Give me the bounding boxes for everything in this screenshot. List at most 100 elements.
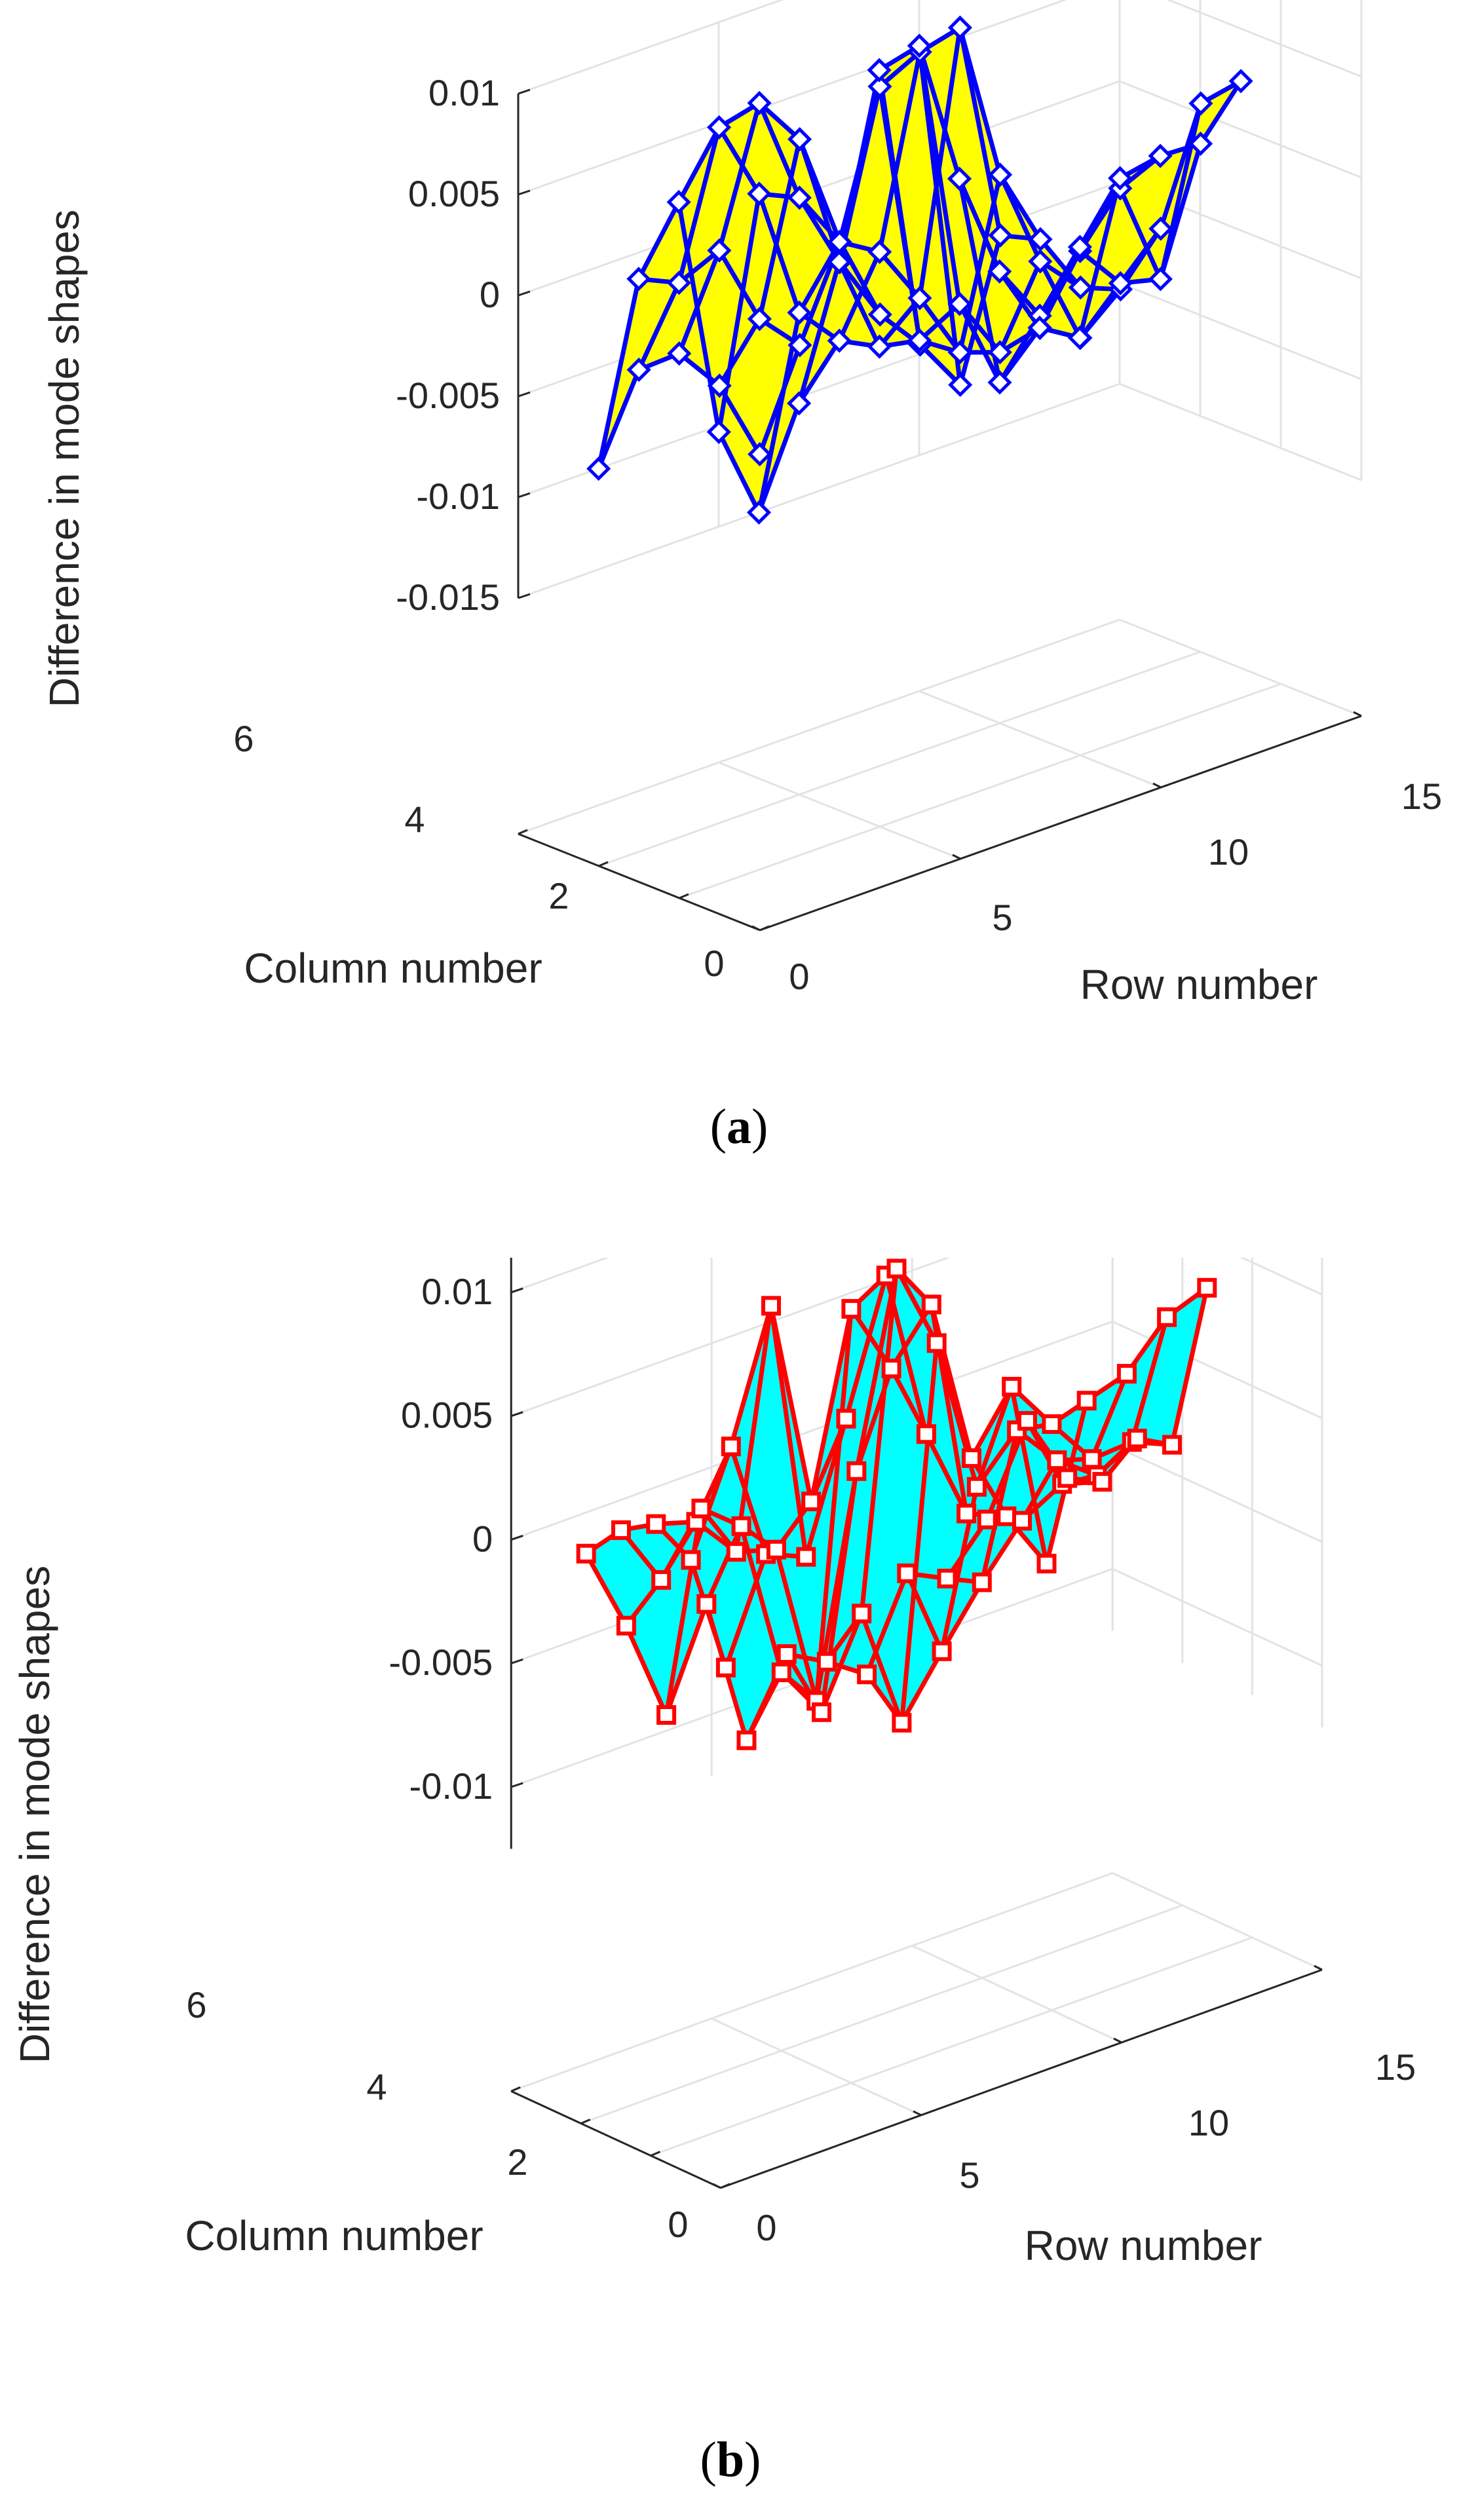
data-point	[867, 58, 892, 83]
subfigure-label: (b)	[700, 2432, 761, 2487]
y-axis-line	[759, 715, 1362, 931]
data-point	[932, 1641, 952, 1661]
y-axis-label: Row number	[1025, 2222, 1262, 2269]
y-tick-label: 5	[992, 897, 1012, 938]
y-tick-mark	[1353, 711, 1362, 717]
x-tick-mark	[650, 2151, 660, 2157]
z-tick-label: -0.005	[396, 375, 500, 416]
data-point	[706, 419, 731, 444]
data-point	[656, 1705, 677, 1725]
data-point	[715, 1657, 736, 1678]
z-tick-mark	[510, 1658, 523, 1664]
x-tick-mark	[679, 893, 689, 899]
data-point	[948, 372, 973, 397]
z-tick-label: -0.01	[409, 1765, 493, 1807]
data-point	[1067, 235, 1092, 259]
y-tick-mark	[1314, 1965, 1323, 1971]
x-tick-label: 4	[366, 2066, 387, 2107]
data-point	[1108, 271, 1133, 295]
y-tick-mark	[712, 2183, 721, 2189]
data-point	[771, 1662, 791, 1682]
y-tick-mark	[751, 925, 761, 931]
data-point	[1012, 1511, 1032, 1531]
data-point	[916, 1424, 936, 1444]
subfigure-letter: b	[717, 2432, 744, 2487]
data-point	[1108, 166, 1133, 191]
data-point	[666, 189, 691, 214]
data-point	[787, 333, 812, 358]
data-point	[907, 286, 932, 310]
data-point	[988, 223, 1013, 248]
data-point	[886, 1258, 907, 1279]
x-tick-mark	[580, 2118, 591, 2124]
z-axis-label: Difference in mode shapes	[11, 1566, 58, 2063]
data-point	[827, 328, 852, 353]
axes: 0.01 0.005 0 -0.005 -0.01 0 2 4 6 0 5 10 15	[186, 1258, 1416, 2248]
data-point	[957, 1503, 977, 1524]
data-point	[731, 1516, 751, 1536]
x-axis-label: Column number	[185, 2212, 483, 2259]
data-point	[747, 181, 772, 206]
y-tick-label: 15	[1401, 776, 1442, 817]
data-point	[1157, 1307, 1177, 1327]
y-tick-label: 15	[1375, 2046, 1416, 2088]
data-point	[586, 456, 611, 481]
data-point	[747, 90, 772, 115]
data-point	[987, 370, 1012, 395]
data-point	[897, 1563, 917, 1583]
data-point	[867, 302, 892, 327]
data-point	[681, 1550, 701, 1570]
data-point	[1027, 315, 1052, 340]
z-tick-label: 0.005	[401, 1395, 493, 1436]
data-point	[867, 334, 892, 359]
data-point	[707, 373, 732, 398]
data-point	[962, 1448, 981, 1468]
data-point	[787, 185, 812, 210]
z-tick-label: 0	[472, 1518, 493, 1559]
y-axis-line	[720, 1968, 1323, 2189]
data-point	[707, 115, 732, 140]
z-tick-label: 0.01	[421, 1271, 493, 1312]
z-tick-mark	[518, 88, 531, 95]
axes: 0.01 0.005 0 -0.005 -0.01 -0.015 0 2 4 6 0 5 10 15	[233, 72, 1442, 997]
data-point	[966, 1476, 987, 1497]
panel-b: 0.01 0.005 0 -0.005 -0.01 0 2 4 6 0 5 10 15 Column nu…	[0, 1258, 1478, 2520]
data-point	[691, 1498, 711, 1518]
data-point	[1082, 1449, 1102, 1469]
x-tick-label: 6	[233, 718, 254, 759]
data-point	[812, 1702, 831, 1722]
data-point	[867, 74, 892, 99]
z-tick-mark	[518, 290, 531, 297]
data-point	[1148, 143, 1173, 168]
data-point	[1127, 1429, 1147, 1449]
data-point	[626, 267, 651, 291]
data-point	[707, 238, 732, 263]
data-point	[892, 1712, 912, 1733]
data-point	[776, 1644, 797, 1664]
x-axis-label: Column number	[244, 945, 542, 992]
data-point	[987, 340, 1012, 365]
data-point	[947, 291, 972, 316]
subfigure-label: (a)	[710, 1099, 768, 1154]
y-tick-mark	[1113, 2037, 1122, 2044]
z-tick-mark	[510, 1535, 523, 1541]
data-point	[1002, 1376, 1022, 1397]
data-point	[1017, 1411, 1037, 1431]
y-tick-mark	[952, 854, 961, 860]
data-point	[947, 166, 972, 191]
x-tick-label: 4	[404, 799, 425, 840]
chart-a: 0.01 0.005 0 -0.005 -0.01 -0.015 0 2 4 6 0 5 10 15 Col…	[41, 0, 1442, 1154]
data-point	[987, 259, 1012, 284]
x-axis-line	[518, 833, 761, 931]
markers	[586, 15, 1253, 525]
data-point	[646, 1514, 666, 1534]
x-tick-label: 2	[548, 875, 569, 916]
z-tick-mark	[518, 391, 531, 398]
y-axis-label: Row number	[1080, 961, 1318, 1008]
subfigure-paren-open: (	[700, 2432, 717, 2487]
data-point	[1028, 249, 1053, 274]
y-tick-label: 0	[789, 956, 809, 997]
data-point	[667, 341, 692, 366]
y-tick-mark	[913, 2110, 922, 2116]
data-point	[977, 1509, 997, 1530]
